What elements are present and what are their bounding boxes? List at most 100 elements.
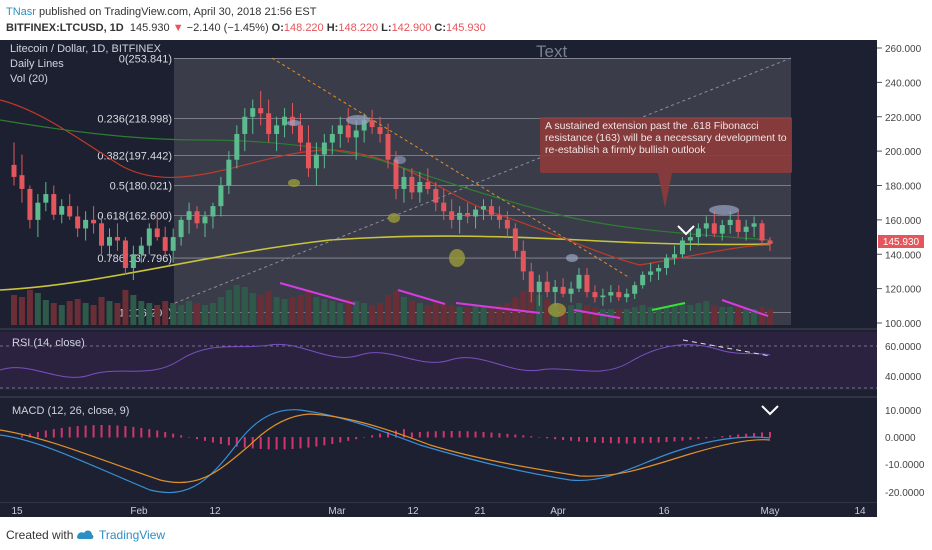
chart-svg[interactable]: Text 0(253.841) 0.236(218.998) 0.382(197.4…: [0, 40, 932, 517]
macd-hist-bar-25: [211, 437, 214, 443]
macd-hist-bar-19: [164, 432, 167, 438]
author-link[interactable]: TNasr: [6, 6, 36, 18]
candle-body-15: [130, 254, 136, 268]
time-tick-label-4: 12: [407, 506, 419, 517]
candle-body-57: [465, 213, 471, 217]
yellow-ellipse-1[interactable]: [288, 179, 300, 187]
highlight-ellipse-5[interactable]: [709, 205, 739, 215]
fib-label-4: 0.618(162.600): [97, 210, 172, 222]
macd-chevron-icon[interactable]: [761, 405, 779, 416]
time-tick-label-3: Mar: [328, 506, 346, 517]
macd-hist-bar-71: [578, 437, 581, 442]
divergence-line-3[interactable]: [455, 302, 541, 314]
candle-body-9: [83, 219, 89, 229]
macd-hist-bar-82: [665, 437, 668, 443]
volume-bar-41: [337, 303, 344, 325]
highlight-ellipse-3[interactable]: [394, 156, 406, 164]
macd-hist-bar-14: [124, 426, 127, 438]
candle-body-22: [186, 211, 192, 220]
macd-hist-bar-26: [219, 437, 222, 445]
rsi-tick-label-0: 60.0000: [885, 342, 922, 353]
candle-body-86: [695, 228, 701, 238]
volume-bar-57: [464, 307, 471, 325]
price-tick-label-6: 140.000: [885, 250, 922, 261]
created-with-text: Created with: [6, 528, 74, 542]
macd-hist-bar-78: [633, 437, 636, 444]
macd-hist-bar-80: [649, 437, 652, 443]
candle-body-71: [576, 274, 582, 289]
volume-bar-18: [154, 305, 161, 325]
time-axis[interactable]: 15 Feb 12 Mar 12 21 Apr 16 May 14: [11, 506, 866, 517]
macd-hist-bar-61: [498, 433, 501, 438]
macd-hist-bar-70: [570, 437, 573, 441]
time-tick-label-6: Apr: [550, 506, 566, 517]
candle-body-7: [67, 206, 73, 217]
yellow-ellipse-3[interactable]: [449, 249, 465, 267]
volume-bar-61: [496, 305, 503, 325]
candle-body-37: [305, 142, 311, 169]
price-axis[interactable]: 260.000 240.000 220.000 200.000 180.000 160.0…: [877, 44, 922, 330]
volume-bar-66: [536, 295, 543, 325]
orange-trendline[interactable]: [271, 57, 631, 279]
close-label: C:: [434, 22, 446, 34]
volume-bar-85: [687, 305, 694, 325]
macd-hist-bar-65: [530, 436, 533, 438]
macd-hist-bar-18: [156, 430, 159, 438]
volume-bar-54: [440, 303, 447, 325]
volume-bar-78: [631, 307, 638, 325]
macd-hist-bar-73: [593, 437, 596, 443]
annotation-text: A sustained extension past the .618 Fibo…: [545, 120, 787, 156]
macd-hist-bar-60: [490, 432, 493, 438]
candle-body-81: [656, 268, 662, 272]
annotation-callout[interactable]: [540, 117, 792, 208]
chart-area[interactable]: Text 0(253.841) 0.236(218.998) 0.382(197.4…: [0, 40, 932, 517]
macd-hist-bar-21: [180, 435, 183, 438]
candle-body-80: [648, 271, 654, 275]
green-line[interactable]: [651, 302, 686, 311]
candle-body-38: [313, 154, 319, 169]
volume-bar-6: [58, 305, 65, 325]
divergence-line-4[interactable]: [573, 309, 621, 319]
volume-bar-3: [34, 293, 41, 325]
volume-bar-43: [353, 301, 360, 325]
open-label: O:: [271, 22, 284, 34]
yellow-ellipse-2[interactable]: [388, 213, 400, 223]
volume-bar-30: [249, 293, 256, 325]
volume-bar-28: [233, 285, 240, 325]
price-tick-label-3: 200.000: [885, 147, 922, 158]
candle-body-20: [170, 237, 176, 251]
macd-hist-bar-77: [625, 437, 628, 444]
candle-body-51: [417, 182, 423, 193]
highlight-ellipse-2[interactable]: [346, 115, 370, 125]
gray-trendline[interactable]: [174, 57, 792, 304]
macd-hist-bar-81: [657, 437, 660, 443]
rsi-trendline[interactable]: [682, 339, 771, 357]
candle-body-17: [146, 228, 152, 246]
highlight-ellipse-4[interactable]: [566, 254, 578, 262]
macd-hist-bar-8: [76, 426, 79, 438]
candlesticks: [11, 90, 773, 306]
divergence-line-5[interactable]: [721, 299, 769, 317]
macd-hist-bar-46: [379, 433, 382, 438]
macd-hist-bar-28: [235, 437, 238, 447]
macd-hist-bar-31: [259, 437, 262, 450]
time-tick-label-5: 21: [474, 506, 486, 517]
yellow-ellipse-4[interactable]: [548, 303, 566, 317]
highlight-ellipse-1[interactable]: [287, 120, 301, 126]
volume-bar-79: [639, 305, 646, 325]
divergence-line-1[interactable]: [279, 282, 356, 305]
candle-body-0: [11, 164, 17, 177]
volume-bar-2: [26, 290, 33, 325]
chevron-down-icon[interactable]: [677, 225, 695, 236]
tradingview-brand-link[interactable]: TradingView: [99, 528, 166, 542]
candle-body-31: [258, 108, 264, 114]
macd-histogram: [13, 425, 771, 450]
candle-body-94: [759, 223, 765, 241]
time-tick-label-2: 12: [209, 506, 221, 517]
macd-hist-bar-15: [132, 426, 135, 438]
candle-body-91: [735, 219, 741, 232]
divergence-line-2[interactable]: [397, 289, 446, 305]
macd-hist-bar-84: [681, 437, 684, 441]
candle-body-54: [441, 202, 447, 212]
macd-hist-bar-33: [275, 437, 278, 450]
